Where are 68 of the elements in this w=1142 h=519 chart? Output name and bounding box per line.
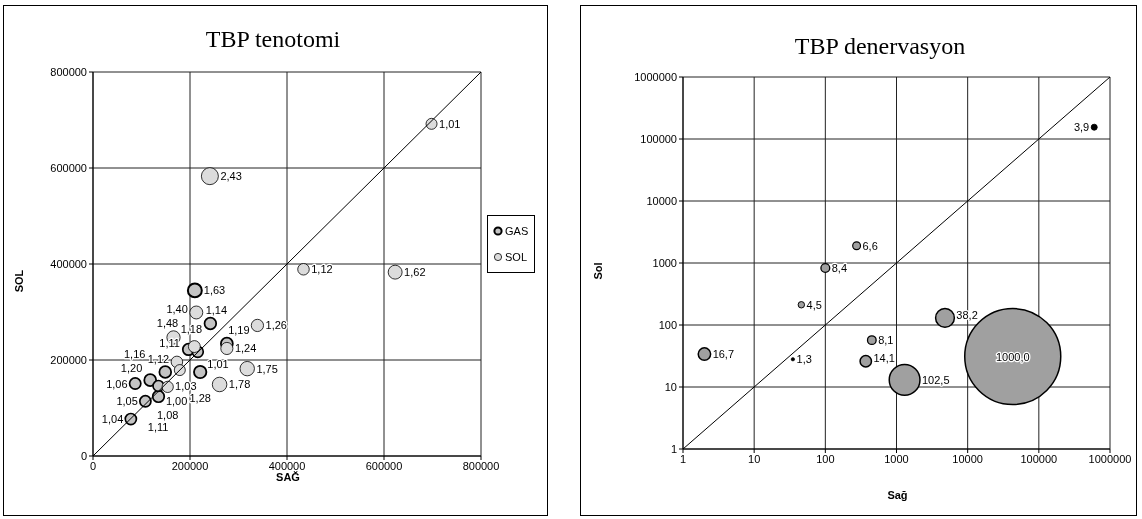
annotation: 1,63 <box>203 284 226 297</box>
x-tick-label: 200000 <box>171 459 209 472</box>
annotation: 1,04 <box>101 413 124 426</box>
chart-title: TBP denervasyon <box>794 32 966 60</box>
annotation: 1,01 <box>439 117 461 130</box>
chart-title: TBP tenotomi <box>205 25 341 53</box>
x-tick-label: 800000 <box>462 459 500 472</box>
annotation: 8,4 <box>831 262 848 275</box>
x-axis-title: SAĞ <box>276 471 300 483</box>
annotation: 1,11 <box>159 337 180 350</box>
x-tick-label: 100 <box>816 452 835 465</box>
x-tick-label: 10 <box>748 452 761 465</box>
x-tick-label: 400000 <box>268 459 306 472</box>
x-tick-label: 100000 <box>1020 452 1058 465</box>
annotation: 1,24 <box>234 342 257 355</box>
y-tick-label: 1 <box>670 442 677 455</box>
y-tick-label: 600000 <box>50 161 87 174</box>
annotation: 1,26 <box>265 319 287 332</box>
annotation: 1,03 <box>175 379 197 392</box>
annotation: 1,28 <box>189 392 211 405</box>
x-tick-label: 1 <box>679 452 687 465</box>
x-tick-label: 0 <box>89 459 97 472</box>
y-tick-label: 800000 <box>50 65 87 78</box>
annotation: 1,14 <box>205 303 228 316</box>
annotation: 3,9 <box>1073 121 1090 134</box>
annotation: 1,12 <box>311 263 333 276</box>
y-tick-label: 400000 <box>50 257 87 270</box>
x-tick-label: 10000 <box>952 452 983 465</box>
annotation: 1,48 <box>156 316 179 329</box>
annotation: 1,75 <box>256 362 278 375</box>
y-tick-label: 1000 <box>652 256 677 269</box>
annotation: 4,5 <box>806 298 822 311</box>
annotation: 1,11 <box>147 421 169 434</box>
annotation: 102,5 <box>921 373 950 386</box>
y-tick-label: 10 <box>664 380 677 393</box>
annotation: 16,7 <box>712 348 735 361</box>
y-tick-label: 100000 <box>640 132 677 145</box>
x-tick-label: 1000 <box>884 452 909 465</box>
y-axis-title: Sol <box>592 262 604 280</box>
annotation: 1,06 <box>106 377 128 390</box>
annotation: 1,16 <box>123 348 146 360</box>
y-tick-label: 200000 <box>50 353 87 366</box>
annotation: 1,19 <box>228 323 250 336</box>
annotation: 1,00 <box>165 394 188 407</box>
annotation: 8,1 <box>878 334 894 347</box>
annotation: 1,3 <box>796 353 812 366</box>
annotation: 1,08 <box>156 408 179 421</box>
annotation: 1,40 <box>166 303 188 316</box>
annotation: 1000,0 <box>995 350 1030 363</box>
x-tick-label: 1000000 <box>1088 452 1132 465</box>
legend-label: SOL <box>505 251 528 263</box>
x-tick-label: 600000 <box>365 459 403 472</box>
y-tick-label: 100 <box>658 318 677 331</box>
y-tick-label: 1000000 <box>634 70 677 83</box>
annotation: 1,18 <box>180 322 203 335</box>
annotation: 2,43 <box>220 170 242 183</box>
annotation: 1,12 <box>147 352 170 365</box>
annotation: 1,20 <box>120 362 143 375</box>
y-axis-title: SOL <box>13 269 25 293</box>
annotation: 6,6 <box>862 239 878 252</box>
annotation: 1,05 <box>116 395 138 408</box>
annotation: 14,1 <box>873 352 895 365</box>
x-axis-title: Sağ <box>887 489 908 501</box>
legend-label: GAS <box>505 225 529 237</box>
y-tick-label: 10000 <box>646 194 677 207</box>
annotation: 1,62 <box>404 266 426 279</box>
annotation: 1,78 <box>228 378 251 391</box>
annotation: 1,01 <box>207 357 229 370</box>
